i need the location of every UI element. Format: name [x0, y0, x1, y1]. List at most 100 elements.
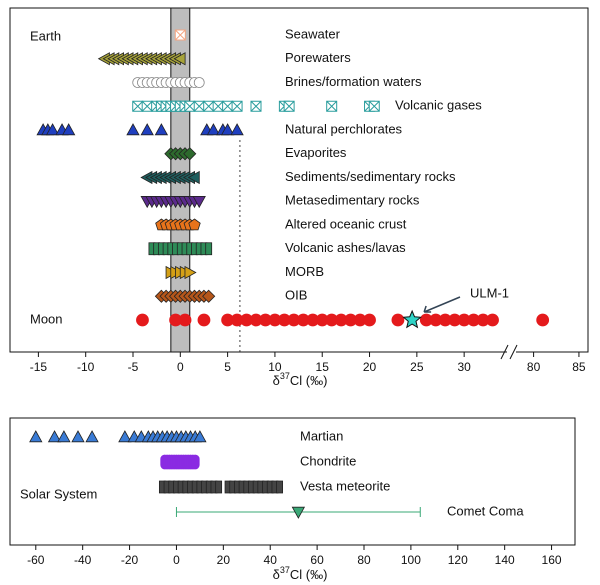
marker [118, 430, 132, 443]
marker [197, 313, 211, 327]
marker [220, 123, 235, 136]
marker [203, 100, 215, 112]
marker [47, 430, 62, 443]
x-tick-label: 85 [572, 360, 586, 374]
x-label-part: δ [273, 373, 280, 388]
marker [202, 289, 216, 303]
row-label: Chondrite [300, 453, 356, 468]
marker [222, 100, 234, 112]
marker [212, 100, 224, 112]
x-tick-label: 30 [457, 360, 471, 374]
x-tick-label: 20 [217, 553, 231, 567]
x-label-sup: 37 [280, 371, 290, 381]
marker [188, 218, 201, 231]
x-tick-label: 0 [173, 553, 180, 567]
x-tick-label: -20 [121, 553, 139, 567]
marker [391, 313, 405, 327]
row-label: Natural perchlorates [285, 121, 403, 136]
break-mark [500, 344, 518, 360]
frame [9, 417, 576, 546]
x-tick-label: 5 [224, 360, 231, 374]
row-label: Seawater [285, 26, 341, 41]
marker [193, 430, 207, 443]
marker [231, 100, 243, 112]
x-tick-label: 120 [448, 553, 468, 567]
group-label: Moon [30, 311, 63, 326]
marker [205, 242, 213, 256]
x-tick-label: -15 [30, 360, 48, 374]
x-tick-label: 15 [316, 360, 330, 374]
marker [71, 430, 85, 443]
row-label: OIB [285, 288, 307, 303]
marker [230, 123, 244, 136]
x-tick-label: 160 [542, 553, 562, 567]
row-label: Vesta meteorite [300, 478, 390, 493]
marker [283, 100, 295, 112]
x-tick-label: -40 [74, 553, 92, 567]
marker [126, 123, 140, 136]
marker [215, 480, 223, 494]
row-label: Porewaters [285, 50, 351, 65]
x-tick-label: 0 [177, 360, 184, 374]
x-tick-label: 25 [410, 360, 424, 374]
annotation: ULM-1 [470, 285, 509, 300]
marker [250, 100, 262, 112]
marker [173, 52, 186, 66]
frame [9, 7, 589, 353]
marker [136, 313, 149, 327]
x-label-sup: 37 [280, 565, 290, 575]
marker [57, 430, 71, 443]
marker [276, 480, 284, 494]
marker [486, 313, 499, 327]
x-axis-label: δ37Cl (‰) [273, 371, 328, 388]
marker [85, 430, 99, 443]
marker [291, 506, 306, 519]
x-label-part: Cl (‰) [290, 373, 328, 388]
marker [536, 313, 550, 327]
marker [187, 170, 200, 185]
marker [61, 123, 76, 136]
marker [140, 123, 154, 136]
x-tick-label: 20 [363, 360, 377, 374]
x-label-part: Cl (‰) [290, 567, 328, 582]
marker [184, 100, 196, 112]
marker [363, 313, 376, 327]
x-label-part: δ [273, 567, 280, 582]
row-label: Sediments/sedimentary rocks [285, 169, 456, 184]
x-tick-label: -10 [77, 360, 95, 374]
x-tick-label: -60 [27, 553, 45, 567]
marker [154, 123, 169, 136]
x-tick-label: 10 [268, 360, 282, 374]
x-tick-label: 80 [357, 553, 371, 567]
group-label: Solar System [20, 486, 97, 501]
x-tick-label: 80 [527, 360, 541, 374]
highlight-marker [402, 309, 422, 329]
marker [178, 313, 192, 327]
marker [192, 196, 206, 209]
row-label: Comet Coma [447, 503, 524, 518]
marker [193, 77, 205, 88]
marker [141, 100, 153, 112]
group-label: Earth [30, 28, 61, 43]
marker [132, 100, 144, 112]
marker [45, 123, 60, 136]
x-tick-label: 60 [310, 553, 324, 567]
row-label: Martian [300, 428, 343, 443]
marker [368, 100, 380, 112]
row-label: Brines/formation waters [285, 74, 422, 89]
marker [206, 123, 221, 136]
row-label: Metasedimentary rocks [285, 193, 420, 208]
x-axis-label: δ37Cl (‰) [273, 565, 328, 582]
marker [326, 100, 338, 112]
row-label: Volcanic ashes/lavas [285, 240, 406, 255]
row-label: MORB [285, 264, 324, 279]
marker [190, 454, 200, 470]
marker [184, 265, 197, 280]
x-tick-label: 40 [264, 553, 278, 567]
marker [174, 29, 186, 41]
marker [193, 100, 205, 112]
row-label: Volcanic gases [395, 98, 482, 113]
x-tick-label: -5 [128, 360, 139, 374]
row-label: Altered oceanic crust [285, 216, 407, 231]
